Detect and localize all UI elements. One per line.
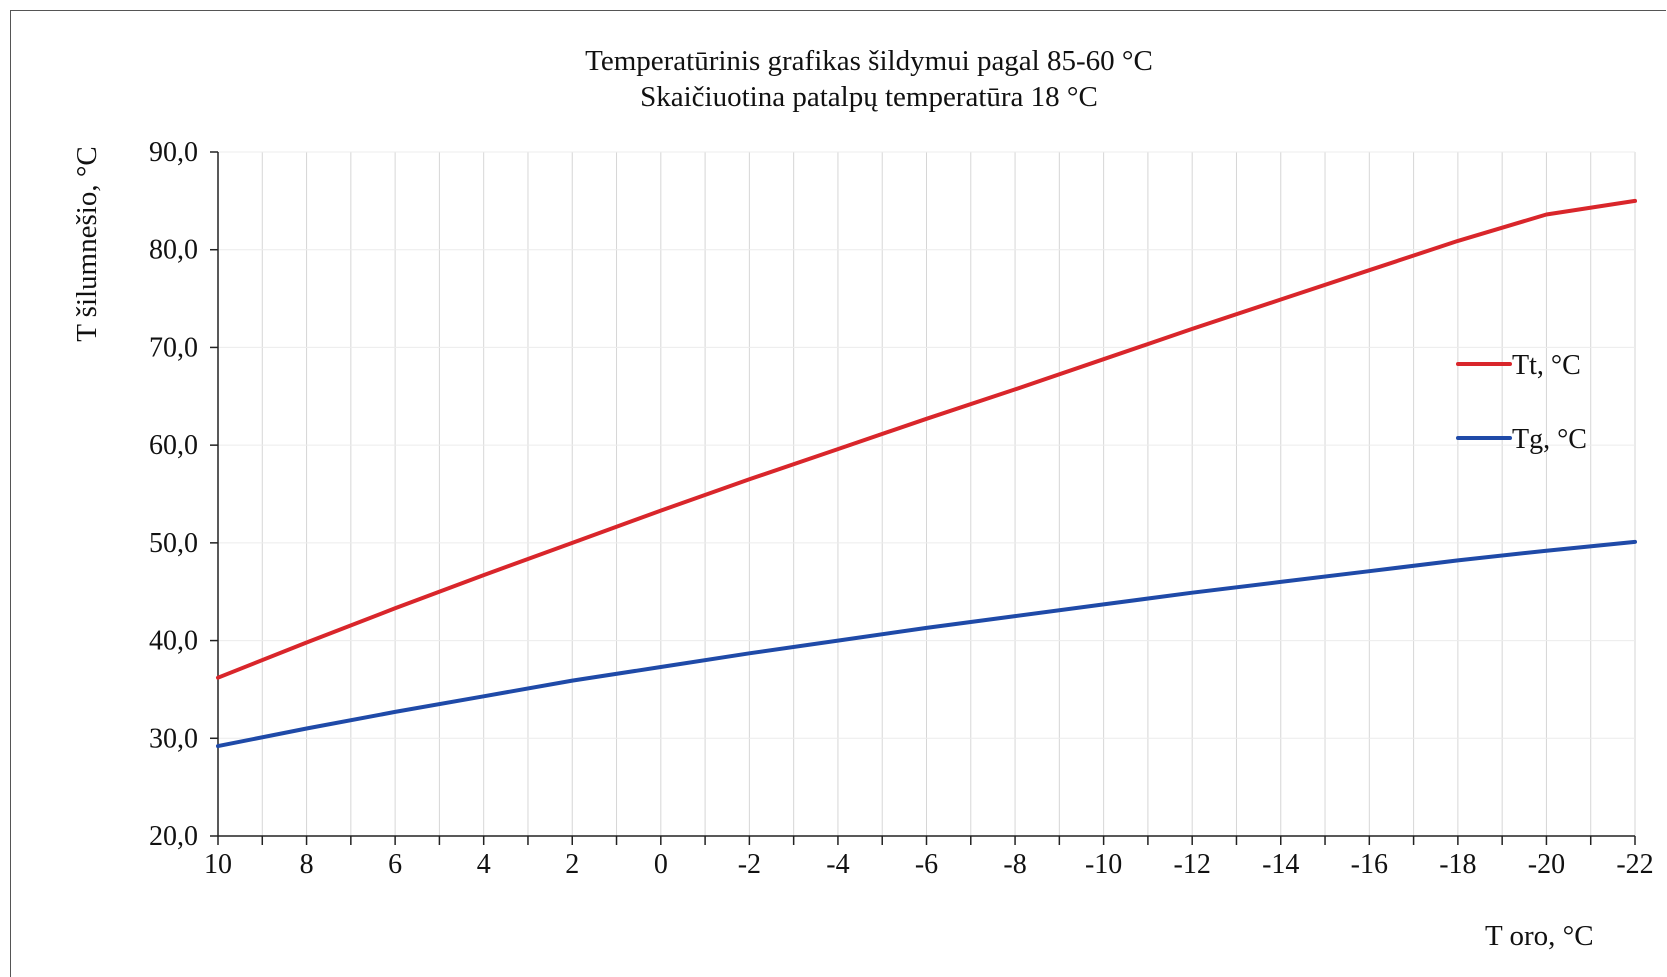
x-tick-label: -20	[1528, 849, 1565, 880]
y-axis-title: T šilumnešio, °C	[71, 146, 103, 342]
x-tick-label: 8	[300, 849, 314, 880]
y-tick-label: 80,0	[149, 235, 198, 266]
y-tick-label: 60,0	[149, 430, 198, 461]
series-layer	[216, 198, 1637, 749]
x-tick-label: -6	[915, 849, 938, 880]
chart-subtitle: Skaičiuotina patalpų temperatūra 18 °C	[640, 81, 1098, 113]
x-tick-label: -10	[1085, 849, 1122, 880]
x-tick-label: 10	[204, 849, 232, 880]
chart-frame	[10, 10, 1666, 977]
x-tick-label: -22	[1616, 849, 1653, 880]
axis-layer: 20,0 30,0 40,0 50,0 60,0 70,0 80,0 90,0 10 8 6 4 2 0 -…	[149, 137, 1654, 880]
x-tick-label: 0	[654, 849, 668, 880]
x-tick-label: -2	[738, 849, 761, 880]
x-tick-label: 2	[565, 849, 579, 880]
x-tick-label: -14	[1262, 849, 1299, 880]
x-tick-label: -8	[1003, 849, 1026, 880]
series-line-tg	[216, 539, 1637, 749]
y-tick-label: 30,0	[149, 723, 198, 754]
y-tick-label: 70,0	[149, 332, 198, 363]
x-tick-label: 6	[388, 849, 402, 880]
x-tick-label: -18	[1439, 849, 1476, 880]
x-tick-label: -12	[1174, 849, 1211, 880]
legend-label-tt: Tt, °C	[1512, 350, 1581, 381]
x-tick-label: -4	[826, 849, 849, 880]
y-tick-label: 50,0	[149, 528, 198, 559]
y-tick-label: 20,0	[149, 821, 198, 852]
legend-label-tg: Tg, °C	[1512, 424, 1587, 455]
legend: Tt, °C Tg, °C	[1456, 350, 1587, 455]
series-line-tt	[216, 198, 1637, 680]
x-tick-label: -16	[1351, 849, 1388, 880]
chart-title: Temperatūrinis grafikas šildymui pagal 8…	[585, 45, 1153, 77]
y-tick-label: 90,0	[149, 137, 198, 168]
x-axis-title: T oro, °C	[1485, 920, 1594, 952]
x-tick-label: 4	[477, 849, 491, 880]
y-tick-label: 40,0	[149, 626, 198, 657]
